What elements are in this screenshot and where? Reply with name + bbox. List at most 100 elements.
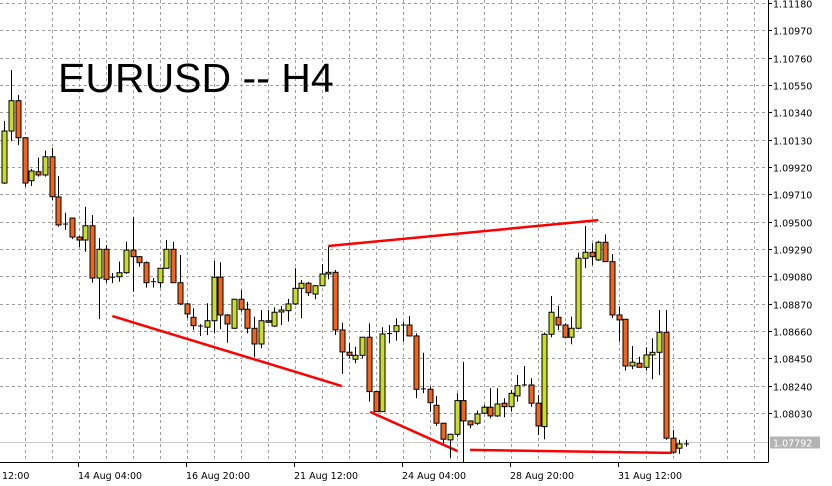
candle (575, 252, 582, 330)
candle-body-bear (440, 422, 447, 440)
candle-body-bull (359, 336, 366, 356)
candle (76, 236, 83, 247)
candle (649, 338, 656, 380)
candle (69, 217, 76, 240)
candle-body-bull (352, 354, 359, 360)
trendline (111, 314, 343, 388)
candle-body-bull (481, 406, 488, 414)
candle (373, 391, 380, 413)
candle-body-bull (271, 311, 278, 327)
candle (501, 398, 508, 418)
candle-body-bear (589, 251, 596, 258)
candle (541, 332, 548, 440)
candle (332, 269, 339, 336)
candle (244, 301, 251, 334)
candle-body-bull (649, 351, 656, 356)
candle (238, 290, 245, 312)
candle-body-bear (373, 391, 380, 413)
candle-body-bull (629, 361, 636, 367)
candle (123, 241, 130, 274)
candle (684, 439, 689, 447)
candle-body-bear (136, 256, 143, 264)
candle (130, 217, 137, 292)
candle-body-bull (325, 271, 332, 275)
candle-body-bear (22, 137, 29, 184)
candle-body-bear (217, 276, 224, 316)
candle-body-bear (49, 156, 56, 198)
candle (211, 260, 218, 334)
candle-body-bear (177, 282, 184, 305)
candle (622, 318, 629, 371)
candle (278, 306, 285, 326)
candle (421, 352, 426, 394)
candle-body-bear (103, 248, 110, 280)
candle-body-bear (467, 420, 474, 426)
candle (440, 422, 447, 444)
candle-body-bull (582, 251, 589, 259)
candle (676, 439, 683, 454)
y-tick-label: 1.09710 (773, 191, 812, 202)
y-tick-label: 1.08240 (773, 383, 812, 394)
candle-body-bull (595, 241, 602, 261)
candle-body-bull (258, 320, 265, 345)
trendline (470, 448, 672, 455)
candle (163, 240, 170, 269)
candle-body-bear (339, 329, 346, 353)
candle-body-bear (170, 248, 177, 284)
candle (82, 206, 89, 252)
candle (494, 388, 501, 417)
axes: 1.11180 1.10970 1.10760 1.10550 1.10340 1.101… (0, 0, 820, 482)
candle (393, 318, 400, 341)
candle (413, 333, 420, 399)
candle (589, 243, 596, 266)
candle (190, 308, 197, 330)
x-tick-label: 21 Aug 12:00 (294, 471, 358, 482)
candle (595, 240, 602, 261)
candle-body-bear (184, 303, 191, 315)
candle (305, 281, 312, 296)
candle (387, 325, 392, 344)
candle-body-bear (15, 100, 22, 139)
candle-body-bear (55, 196, 62, 226)
x-tick-label: 31 Aug 12:00 (618, 471, 682, 482)
chart-title: EURUSD -- H4 (58, 55, 334, 101)
candle (265, 310, 272, 323)
candle-body-bear (433, 404, 440, 424)
candle-body-bear (535, 402, 542, 427)
candle (562, 323, 569, 338)
candle (151, 278, 156, 288)
candle-body-bull (116, 272, 123, 278)
candle-body-bear (224, 314, 231, 325)
candle-body-bear (366, 336, 373, 393)
trendlines (111, 218, 672, 455)
candle (535, 394, 542, 435)
candle (35, 157, 42, 177)
candle-body-bull (676, 443, 683, 449)
candle-body-bear (244, 308, 251, 329)
candle-body-bear (528, 384, 535, 404)
candle-body-bull (42, 156, 49, 176)
candle-body-bull (157, 267, 164, 284)
candle-body-bull (1, 130, 8, 184)
candle-body-bear (663, 331, 670, 439)
candle-body-bull (548, 311, 555, 335)
candle-body-bull (379, 333, 386, 413)
candle (406, 316, 413, 337)
candle-body-bear (76, 236, 83, 241)
candle-body-bear (616, 314, 623, 321)
candle (663, 310, 670, 440)
candle (63, 212, 68, 231)
y-tick-label: 1.09080 (773, 273, 812, 284)
candle (548, 295, 555, 338)
candle (1, 120, 8, 184)
candle-body-bull (643, 354, 650, 368)
y-tick-label: 1.09920 (773, 164, 812, 175)
candle (427, 386, 434, 412)
candle-body-bear (427, 388, 434, 404)
candle-body-bull (656, 331, 663, 353)
candle-body-bear (89, 225, 96, 279)
y-tick-label: 1.10550 (773, 82, 812, 93)
candle (325, 246, 332, 280)
candle-body-bear (413, 335, 420, 390)
y-tick-label: 1.08450 (773, 355, 812, 366)
